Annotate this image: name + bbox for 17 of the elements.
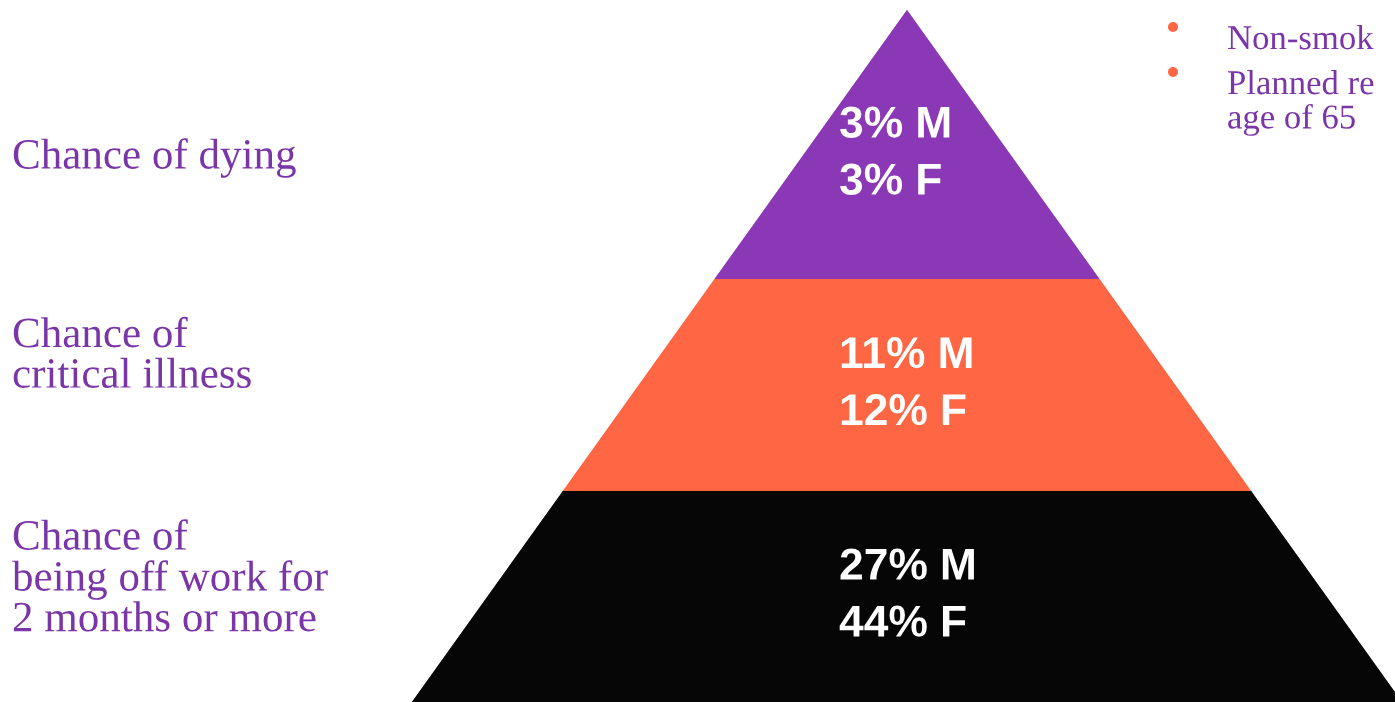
- category-label: Chance of dying: [13, 138, 296, 178]
- data-label: 27%: [840, 548, 927, 580]
- text: M: [940, 337, 972, 368]
- data-label: 44%: [839, 605, 927, 637]
- category-label: Chance of critical illness: [13, 316, 251, 389]
- data-label: 11%: [841, 337, 925, 369]
- data-label: 3%: [840, 163, 903, 195]
- series-label: M: [918, 106, 950, 138]
- category-label: Chance of being off work for 2 months or more: [12, 519, 328, 632]
- text: F: [942, 605, 966, 637]
- text: Planned re age of 65: [1228, 70, 1374, 136]
- text: M: [942, 548, 974, 580]
- data-label: 3%: [840, 106, 903, 138]
- data-label: 12%: [841, 393, 927, 426]
- text: F: [918, 163, 941, 195]
- text: F: [942, 394, 966, 425]
- text: Non-smok: [1228, 25, 1374, 50]
